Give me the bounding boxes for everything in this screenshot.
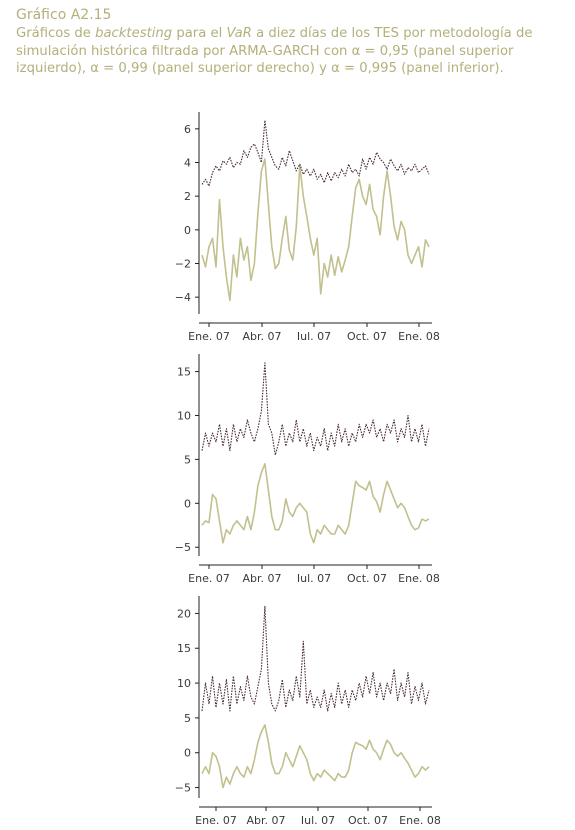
- x-tick-label: Jul. 07: [296, 572, 331, 582]
- x-tick-label: Abr. 07: [242, 572, 281, 582]
- x-tick-label: Jul. 07: [296, 330, 331, 340]
- caption-part: Gráficos de: [16, 26, 96, 41]
- x-tick-label: Oct. 07: [348, 814, 388, 824]
- x-tick-label: Ene. 08: [398, 572, 440, 582]
- x-tick-label: Oct. 07: [347, 572, 387, 582]
- y-tick-label: 5: [184, 712, 191, 725]
- x-tick-label: Abr. 07: [242, 330, 281, 340]
- caption-part-italic: VaR: [226, 26, 252, 41]
- y-tick-label: 20: [177, 607, 191, 620]
- y-tick-label: 10: [177, 409, 191, 422]
- caption-part: a diez días de los TES por metodología d…: [16, 26, 533, 76]
- y-tick-label: −5: [175, 782, 191, 795]
- y-tick-label: 0: [184, 224, 191, 237]
- caption-part: para el: [172, 26, 227, 41]
- chart-panel-alpha-095: −4 −2 0 2 4 6 Ene. 07 Abr. 07 Jul. 07 Oct. 07 Ene.…: [0, 102, 575, 344]
- x-tick-label: Ene. 08: [398, 330, 440, 340]
- returns-series-line: [201, 158, 430, 302]
- x-tick-label: Ene. 07: [188, 572, 230, 582]
- y-tick-label: 6: [184, 123, 191, 136]
- y-tick-label: −5: [175, 541, 191, 554]
- chart-svg-alpha-095: −4 −2 0 2 4 6 Ene. 07 Abr. 07 Jul. 07 Oct. 07 Ene.…: [175, 112, 440, 343]
- y-tick-label: 0: [184, 747, 191, 760]
- x-tick-label: Ene. 07: [195, 814, 237, 824]
- caption-part-italic: backtesting: [95, 26, 173, 41]
- x-tick-label: Oct. 07: [347, 330, 387, 340]
- y-tick-label: 10: [177, 677, 191, 690]
- chart-panel-alpha-0995: −5 0 5 10 15 20 Ene. 07 Abr. 07 Jul. 07 Oct. 07 En…: [0, 586, 575, 828]
- chart-svg-alpha-0995: −5 0 5 10 15 20 Ene. 07 Abr. 07 Jul. 07 Oct. 07 En…: [175, 596, 441, 827]
- y-tick-label: 2: [184, 190, 191, 203]
- returns-series-line: [201, 463, 430, 544]
- figure-description: Gráficos de backtesting para el VaR a di…: [16, 25, 564, 78]
- var-series-line: [201, 119, 430, 187]
- y-tick-label: 0: [184, 497, 191, 510]
- y-tick-label: 15: [177, 366, 191, 379]
- x-tick-label: Ene. 07: [188, 330, 230, 340]
- chart-svg-alpha-099: −5 0 5 10 15 Ene. 07 Abr. 07 Jul. 07 Oct. 07 Ene.…: [175, 354, 440, 585]
- var-series-line: [201, 362, 430, 456]
- y-tick-label: 15: [177, 642, 191, 655]
- returns-series-line: [201, 724, 430, 789]
- figure-caption: Gráfico A2.15 Gráficos de backtesting pa…: [16, 6, 564, 78]
- y-tick-label: 4: [184, 157, 191, 170]
- y-tick-label: −4: [175, 291, 191, 304]
- var-series-line: [201, 605, 430, 712]
- y-tick-label: 5: [184, 453, 191, 466]
- x-tick-label: Abr. 07: [246, 814, 285, 824]
- x-tick-label: Ene. 08: [399, 814, 441, 824]
- x-tick-label: Jul. 07: [300, 814, 335, 824]
- figure-label: Gráfico A2.15: [16, 7, 112, 23]
- chart-panel-alpha-099: −5 0 5 10 15 Ene. 07 Abr. 07 Jul. 07 Oct. 07 Ene.…: [0, 344, 575, 586]
- y-tick-label: −2: [175, 258, 191, 271]
